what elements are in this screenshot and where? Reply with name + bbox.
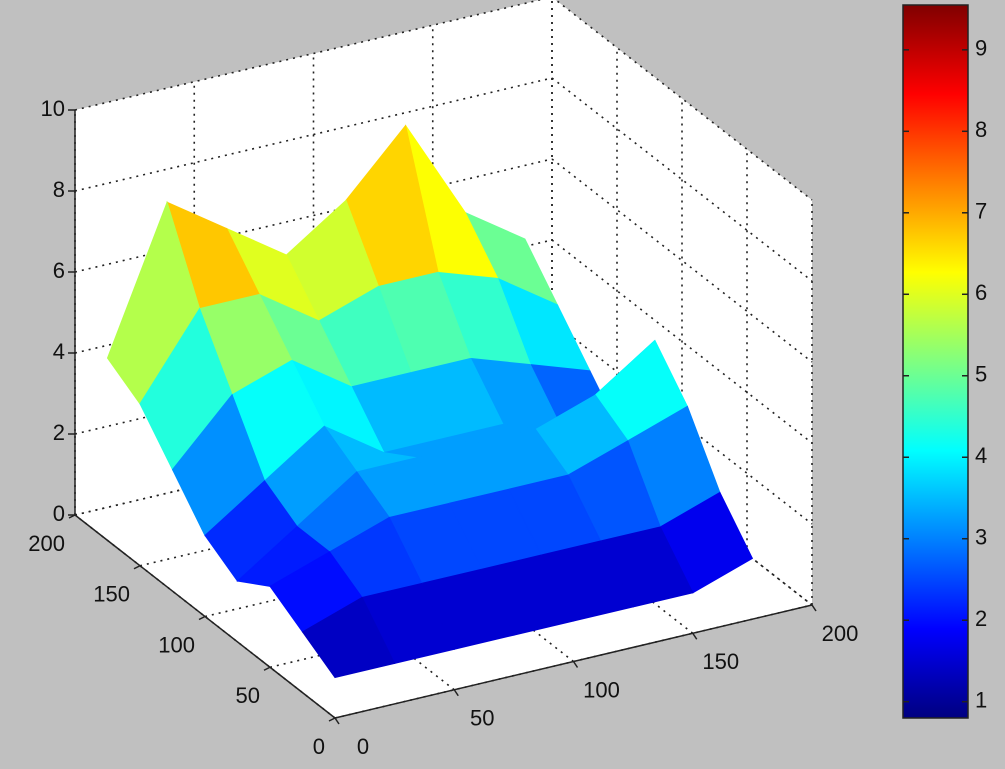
colorbar-tick-label: 9	[975, 36, 987, 61]
grid-line	[551, 320, 813, 525]
y-tick-label: 200	[28, 531, 65, 556]
x-tick-label: 0	[357, 734, 369, 759]
y-tick-label: 50	[236, 683, 260, 708]
grid-line	[554, 0, 813, 201]
z-tick-label: 2	[53, 420, 65, 445]
x-tick	[692, 632, 698, 640]
grid-line	[74, 0, 543, 111]
x-tick	[572, 661, 579, 668]
colorbar-tick-label: 6	[975, 280, 987, 305]
y-tick	[133, 565, 141, 570]
x-tick-label: 100	[583, 677, 620, 702]
grid-line	[551, 401, 813, 606]
y-tick	[263, 666, 271, 671]
z-tick-label: 4	[53, 339, 65, 364]
x-tick	[453, 689, 459, 697]
grid-line	[74, 77, 553, 192]
z-tick-label: 8	[53, 177, 65, 202]
y-tick	[198, 615, 206, 621]
grid-line	[551, 239, 813, 444]
z-tick-label: 6	[53, 258, 65, 283]
y-tick	[328, 717, 336, 722]
colorbar-tick-label: 1	[975, 688, 987, 713]
surface-patch	[301, 596, 396, 679]
x-tick-label: 150	[702, 649, 739, 674]
colorbar	[902, 4, 969, 719]
colorbar-tick-label: 4	[975, 443, 987, 468]
colorbar-tick-label: 3	[975, 525, 987, 550]
x-tick	[811, 604, 817, 612]
x-tick-label: 200	[822, 621, 859, 646]
colorbar-tick-label: 5	[975, 362, 987, 387]
colorbar-tick-label: 8	[975, 117, 987, 142]
z-tick-label: 10	[41, 96, 65, 121]
colorbar-tick-label: 2	[975, 606, 987, 631]
y-tick-label: 100	[158, 632, 195, 657]
y-tick-label: 150	[93, 582, 130, 607]
x-tick-label: 50	[470, 706, 494, 731]
z-tick-label: 0	[53, 501, 65, 526]
grid-line	[551, 158, 813, 363]
grid-line	[74, 158, 553, 273]
x-tick	[334, 717, 340, 725]
colorbar-tick-label: 7	[975, 199, 987, 224]
grid-line	[551, 77, 813, 282]
y-tick-label: 0	[313, 734, 325, 759]
